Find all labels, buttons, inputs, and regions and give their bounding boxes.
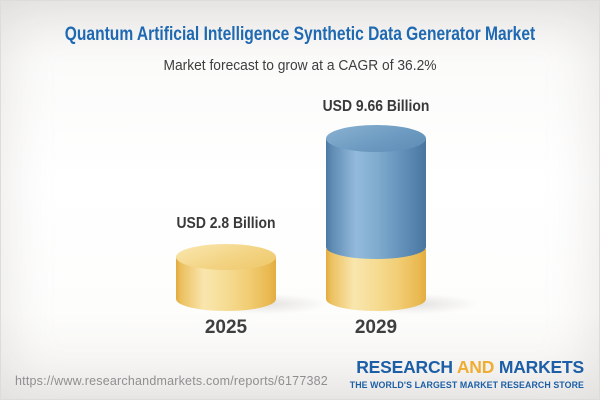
- category-label-2025: 2025: [204, 317, 248, 338]
- cylinder-2029-growth-segment: [326, 138, 426, 259]
- logo-word-research: RESEARCH: [356, 357, 453, 377]
- cylinder-2029-top-ellipse: [326, 125, 426, 152]
- cylinder-2025-top-ellipse: [176, 244, 276, 270]
- page-title: Quantum Artificial Intelligence Syntheti…: [64, 24, 536, 45]
- research-and-markets-logo: RESEARCH AND MARKETS THE WORLD'S LARGEST…: [349, 357, 584, 390]
- logo-word-and: AND: [456, 357, 495, 377]
- value-label-2029: USD 9.66 Billion: [322, 98, 430, 115]
- logo-wordmark: RESEARCH AND MARKETS: [350, 357, 584, 377]
- page-subtitle: Market forecast to grow at a CAGR of 36.…: [163, 57, 437, 74]
- logo-tagline: THE WORLD'S LARGEST MARKET RESEARCH STOR…: [349, 379, 584, 390]
- logo-word-markets: MARKETS: [498, 357, 584, 377]
- report-url: https://www.researchandmarkets.com/repor…: [15, 374, 328, 388]
- value-label-2025: USD 2.8 Billion: [176, 215, 276, 232]
- cylinder-2029-base-segment: [326, 249, 426, 311]
- category-label-2029: 2029: [354, 317, 398, 338]
